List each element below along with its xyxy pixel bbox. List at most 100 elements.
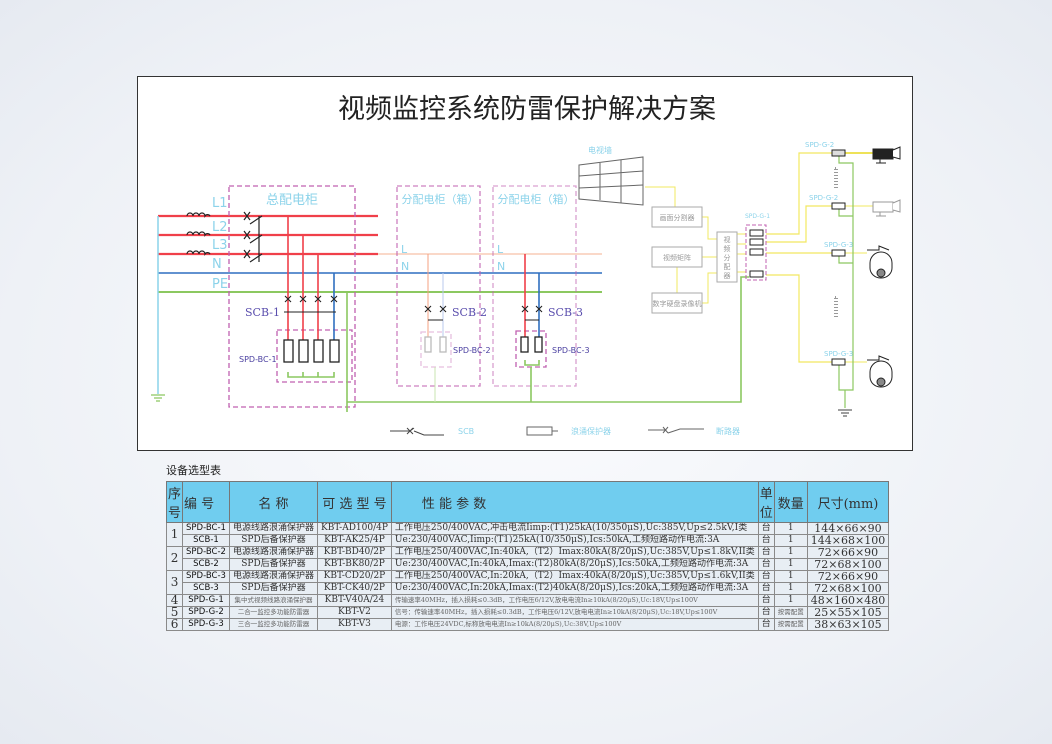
cell-code: SCB-3 [182,582,230,595]
spd-bc2-label: SPD-BC-2 [453,346,491,355]
cell-qty: 1 [773,558,808,571]
cell-name: SPD后备保护器 [228,558,318,571]
matrix-box [651,246,703,268]
cell-qty: 1 [773,594,808,607]
cell-name: 电源线路浪涌保护器 [228,522,318,535]
cell-model: KBT-V3 [316,618,392,631]
cell-unit: 台 [757,618,775,631]
cell-unit: 台 [757,558,775,571]
sub-cabinet-1-box [396,185,481,387]
sub-cabinet-1-label: 分配电柜（箱） [402,192,479,206]
cell-no: 4 [165,594,184,607]
svg-text:视: 视 [724,235,731,244]
cell-unit: 台 [757,546,775,559]
cell-params: 工作电压250/400VAC,In:40kA,（T2）Imax:80kA(8/2… [390,546,759,559]
table-row: 2 SPD-BC-2 电源线路浪涌保护器 KBT-BD40/2P 工作电压250/400… [165,546,890,571]
table-caption: 设备选型表 [166,464,221,477]
cell-params: 工作电压250/400VAC,冲击电流Iimp:(T1)25kA(10/350μ… [390,522,759,535]
splitter-label: 画面分割器 [660,213,695,222]
legend-scb-label: SCB [458,427,474,436]
cell-name: SPD后备保护器 [228,534,318,547]
cell-params: Ue:230/400VAC,Iimp:(T1)25kA(10/350μS),Ic… [390,534,759,547]
cell-code: SPD-G-1 [182,594,230,607]
cell-params: Ue:230/400VAC,In:20kA,Imax:(T2)40kA(8/20… [390,582,759,595]
cell-size: 72×66×90 [806,570,890,583]
table-row: 1 SPD-BC-1 电源线路浪涌保护器 KBT-AD100/4P 工作电压250/40… [165,522,890,547]
spd-g1-box [745,224,767,281]
spd-bc1-box [276,329,353,383]
cell-qty: 按需配置 [773,618,808,631]
cell-size: 144×68×100 [806,534,890,547]
sub-cabinet-2-box [492,185,577,387]
legend-spd-label: 浪涌保护器 [571,426,611,436]
spd-g2-label-1: SPD-G-2 [805,141,834,149]
cell-name: 电源线路浪涌保护器 [228,546,318,559]
cell-params: 电源：工作电压24VDC,标称放电电流In≥10kA(8/20μS),Uc:38… [390,618,759,631]
power-lines [151,214,602,402]
label-l-sub1: L [401,243,408,256]
cell-name: 三合一监控多功能防雷器 [228,618,318,631]
spd-g1-modules [749,229,764,278]
label-l2: L2 [212,220,228,235]
header-params: 性 能 参 数 [390,481,759,523]
cell-model: KBT-CD20/2P [316,570,392,583]
spd-g3-label-1: SPD-G-3 [824,241,853,249]
camera-spd-modules [831,149,846,366]
cell-code: SPD-BC-1 [182,522,230,535]
dvr-label: 数字硬盘录像机 [653,299,702,308]
dome-camera-icon [867,355,893,388]
legend-breaker-label: 断路器 [716,426,740,436]
main-cabinet-box [228,185,356,408]
distributor-box [716,231,738,283]
cell-qty: 1 [773,582,808,595]
spd-legend-icon [526,426,558,436]
box-camera-icon [872,199,901,217]
header-size: 尺寸(mm) [806,481,890,523]
table-row: 3 SPD-BC-3 电源线路浪涌保护器 KBT-CD20/2P 工作电压250/400… [165,570,890,595]
header-model: 可 选 型 号 [316,481,392,523]
cell-params: 工作电压250/400VAC,In:20kA,（T2）Imax:40kA(8/2… [390,570,759,583]
spd-g3-label-2: SPD-G-3 [824,350,853,358]
cell-code: SPD-BC-3 [182,570,230,583]
spd-block-icons [283,336,543,363]
cell-params: 传输速率40MHz，插入损耗≤0.3dB，工作电压6/12V,放电电流In≥10… [390,594,759,607]
label-n-sub2: N [497,260,505,273]
tv-wall-label: 电视墙 [588,145,612,155]
label-l-sub2: L [497,243,504,256]
cell-size: 72×68×100 [806,582,890,595]
cell-name: 集中式视频线路浪涌保护器 [228,594,318,607]
cell-code: SPD-BC-2 [182,546,230,559]
distributor-label: 视频 分配 器 [724,235,731,280]
dome-camera-icon [867,245,893,279]
svg-text:分: 分 [724,253,731,262]
cell-no: 6 [165,618,184,631]
header-code: 编 号 [182,481,230,523]
legend: SCB 浪涌保护器 断路器 [390,426,740,436]
label-n-sub1: N [401,260,409,273]
table-row: 5 SPD-G-2 二合一监控多功能防雷器 KBT-V2 信号：传输速率40MHz，插入… [165,606,890,619]
cell-params: Ue:230/400VAC,In:40kA,Imax:(T2)80kA(8/20… [390,558,759,571]
ellipsis-dots [834,167,838,318]
spd-g1-label: SPD-G-1 [745,213,770,220]
page-title: 视频监控系统防雷保护解决方案 [338,94,716,125]
cell-size: 72×68×100 [806,558,890,571]
cell-size: 72×66×90 [806,546,890,559]
cell-code: SPD-G-2 [182,606,230,619]
cell-size: 25×55×105 [806,606,890,619]
cell-size: 144×66×90 [806,522,890,535]
breaker-legend-icon [648,426,704,434]
cell-unit: 台 [757,570,775,583]
equipment-table: 序号编 号 名 称可 选 型 号 性 能 参 数单位 数量 尺寸(mm) 1 SPD… [165,481,890,631]
spd-drops [287,216,749,412]
lightning-protection-diagram: 视频监控系统防雷保护解决方案 L1 L2 L3 N PE 总配电柜 分配电柜（箱… [151,94,901,436]
cell-size: 38×63×105 [806,618,890,631]
cell-size: 48×160×480 [806,594,890,607]
cell-code: SCB-1 [182,534,230,547]
cell-code: SPD-G-3 [182,618,230,631]
table-row: SCB-1 SPD后备保护器 KBT-AK25/4P Ue:230/400VAC,Ii… [167,534,890,547]
camera-ground-lines [838,156,854,417]
table-row: 6 SPD-G-3 三合一监控多功能防雷器 KBT-V3 电源：工作电压24VDC,标称… [165,618,890,631]
video-signal-lines [645,152,873,363]
main-cabinet-label: 总配电柜 [266,193,318,208]
ground-icon [151,394,165,402]
